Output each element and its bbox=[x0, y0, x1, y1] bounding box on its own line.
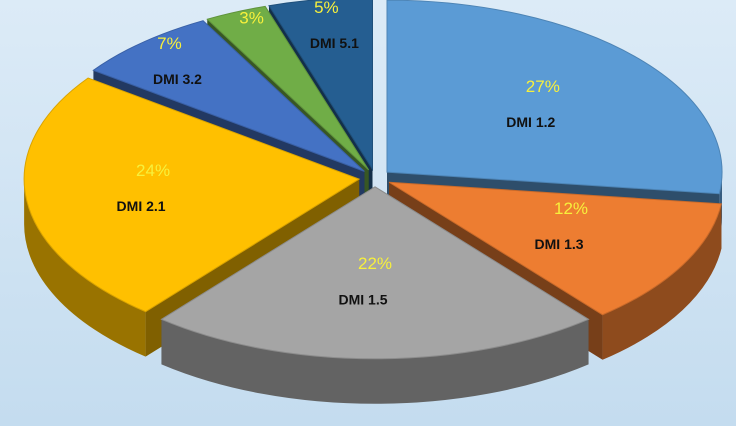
slice bbox=[388, 181, 723, 316]
slice bbox=[206, 5, 370, 171]
category-label: DMI 1.3 bbox=[535, 236, 584, 252]
data-label: 12% bbox=[554, 199, 588, 218]
slice-wall bbox=[24, 179, 146, 357]
slice-wall bbox=[161, 319, 589, 404]
slice bbox=[268, 0, 373, 172]
slice bbox=[92, 20, 365, 172]
data-label: 5% bbox=[314, 0, 339, 17]
category-label: DMI 5.1 bbox=[310, 35, 359, 51]
category-label: DMI 1.5 bbox=[338, 291, 387, 307]
category-label: DMI 3.2 bbox=[153, 71, 202, 87]
data-label: 24% bbox=[136, 161, 170, 180]
data-label: 22% bbox=[358, 254, 392, 273]
category-label: DMI 2.1 bbox=[117, 198, 166, 214]
labels: 27% DMI 1.2 12% DMI 1.3 22% DMI 1.5 24% DMI 2.1… bbox=[117, 0, 588, 307]
category-label: DMI 1.2 bbox=[506, 114, 555, 130]
slice bbox=[160, 186, 590, 360]
data-label: 3% bbox=[239, 9, 264, 28]
pie bbox=[23, 0, 723, 404]
data-label: 7% bbox=[157, 34, 182, 53]
slice-wall bbox=[602, 203, 722, 360]
slice bbox=[386, 0, 723, 195]
data-label: 27% bbox=[526, 77, 560, 96]
slice bbox=[23, 77, 361, 313]
